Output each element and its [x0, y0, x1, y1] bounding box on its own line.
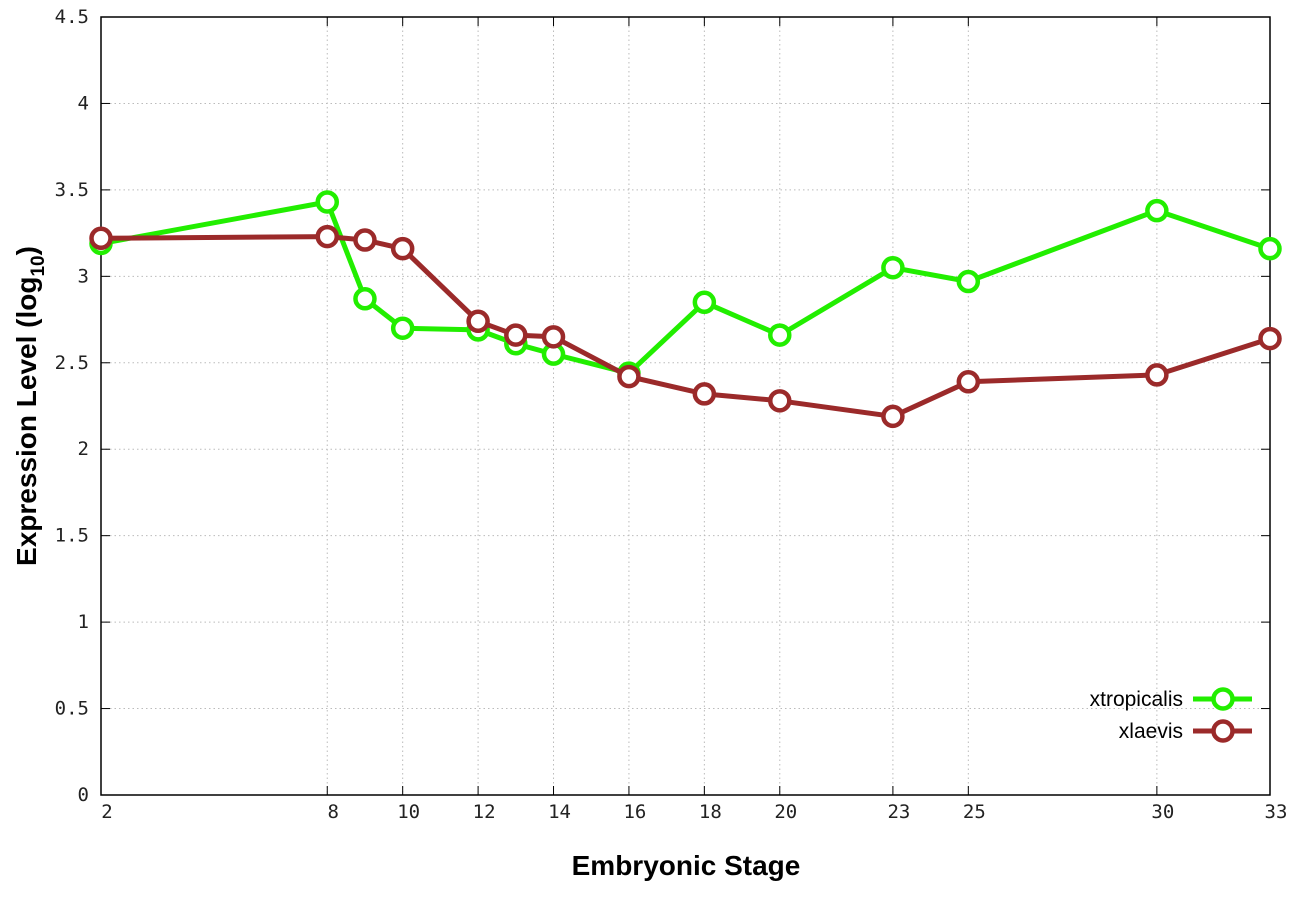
y-axis-title-main: Expression Level (log	[11, 277, 42, 566]
y-tick-label: 4.5	[55, 6, 89, 28]
y-axis-title-subscript: 10	[28, 255, 49, 276]
x-tick-label: 16	[623, 801, 646, 823]
data-point	[89, 226, 113, 251]
x-tick-label: 23	[887, 801, 910, 823]
series-group	[89, 190, 1282, 429]
data-point	[541, 325, 566, 349]
x-axis-ticks: 2 8 10 12 14 16 18 20 23 25 30 33	[100, 17, 1288, 823]
data-point	[881, 255, 905, 280]
x-axis-title: Embryonic Stage	[572, 850, 801, 881]
x-tick-label: 33	[1265, 801, 1288, 823]
series-line-xlaevis	[100, 234, 1271, 419]
y-tick-label: 2	[78, 438, 89, 460]
data-point	[1258, 326, 1282, 351]
x-tick-label: 18	[699, 801, 722, 823]
data-point	[504, 323, 528, 347]
y-tick-label: 2.5	[55, 352, 89, 374]
data-point	[692, 290, 717, 315]
legend-label-xtropicalis: xtropicalis	[1090, 688, 1183, 711]
data-point	[956, 370, 981, 394]
grid-lines	[100, 16, 1271, 796]
data-point	[390, 236, 415, 261]
legend-label-xlaevis: xlaevis	[1119, 720, 1183, 743]
x-tick-label: 25	[963, 801, 986, 823]
data-point	[1145, 363, 1169, 387]
legend-marker-xlaevis	[1211, 719, 1235, 743]
plot-border	[100, 16, 1271, 796]
data-point	[466, 309, 490, 334]
x-tick-label: 2	[101, 801, 112, 823]
plot-frame	[100, 16, 1271, 796]
y-tick-label: 0	[78, 784, 89, 806]
y-tick-label: 3	[78, 265, 89, 287]
data-point	[956, 269, 981, 294]
y-axis-title: Expression Level (log10)	[11, 246, 49, 566]
data-point	[692, 382, 717, 406]
legend-marker-xtropicalis	[1211, 687, 1235, 711]
y-tick-label: 0.5	[55, 698, 89, 720]
x-tick-label: 8	[328, 801, 339, 823]
data-point	[315, 190, 340, 214]
y-tick-label: 3.5	[55, 179, 89, 201]
legend: xtropicalis xlaevis	[1090, 687, 1252, 743]
x-tick-label: 10	[397, 801, 420, 823]
series-xtropicalis	[89, 190, 1282, 385]
x-tick-label: 20	[774, 801, 797, 823]
y-axis-ticks: 0 0.5 1 1.5 2 2.5 3 3.5 4 4.5	[55, 6, 1270, 806]
x-tick-label: 12	[473, 801, 496, 823]
series-line-xtropicalis	[100, 199, 1271, 376]
data-point	[315, 224, 340, 249]
data-point	[881, 404, 905, 429]
x-tick-label: 30	[1151, 801, 1174, 823]
data-point	[390, 316, 415, 340]
y-axis-title-close: )	[11, 246, 42, 255]
y-tick-label: 1.5	[55, 525, 89, 547]
data-point	[617, 364, 641, 389]
data-point	[1258, 236, 1282, 261]
series-xlaevis	[89, 224, 1282, 429]
data-point	[353, 228, 377, 252]
data-point	[768, 323, 792, 347]
y-tick-label: 4	[78, 92, 89, 114]
data-point	[768, 389, 792, 413]
data-point	[353, 287, 377, 311]
y-tick-label: 1	[78, 611, 89, 633]
x-tick-label: 14	[548, 801, 571, 823]
data-point	[1145, 198, 1169, 223]
